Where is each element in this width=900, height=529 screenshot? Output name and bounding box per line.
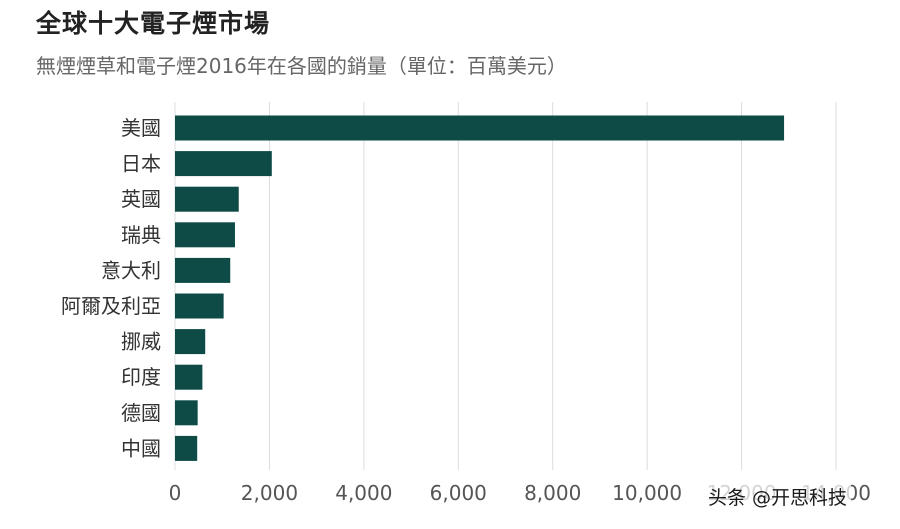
category-label: 挪威 [121,330,161,354]
x-tick-label: 4,000 [335,481,392,505]
bar [175,257,231,283]
bar [175,115,785,141]
x-tick-label: 6,000 [430,481,487,505]
bar [175,293,224,319]
category-label: 印度 [121,365,161,389]
category-label: 美國 [121,116,161,140]
bar [175,151,272,177]
x-tick-label: 0 [169,481,182,505]
category-label: 德國 [121,401,161,425]
category-label: 瑞典 [121,223,161,247]
watermark: 头条 @开思科技 [704,483,852,510]
x-tick-label: 10,000 [612,481,682,505]
category-label: 意大利 [101,258,161,282]
grid-lines [174,102,837,470]
bar [175,329,206,355]
bars [175,115,785,461]
chart-title: 全球十大電子煙市場 [36,9,271,38]
x-tick-label: 2,000 [241,481,298,505]
bar [175,222,235,248]
bar [175,400,198,426]
x-tick-label: 8,000 [524,481,581,505]
bar [175,186,239,212]
category-label: 英國 [121,187,161,211]
bar [175,435,198,461]
category-label: 日本 [121,152,161,176]
category-label: 阿爾及利亞 [61,294,161,318]
bar [175,364,203,390]
chart-subtitle: 無煙煙草和電子煙2016年在各國的銷量（單位：百萬美元） [36,54,567,78]
category-label: 中國 [121,436,161,460]
